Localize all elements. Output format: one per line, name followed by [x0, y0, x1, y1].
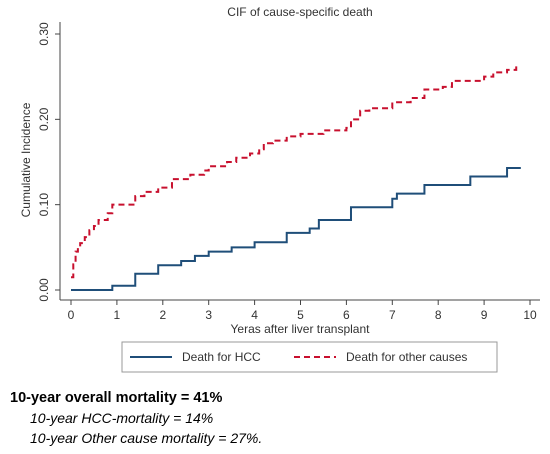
hcc-mortality-text: 10-year HCC-mortality = 14%	[30, 410, 214, 426]
y-axis-label: Cumulative Incidence	[19, 102, 33, 217]
chart-background	[0, 0, 550, 380]
x-axis-label: Yeras after liver transplant	[231, 322, 371, 336]
y-tick-label: 0.00	[37, 278, 51, 302]
mortality-summary: 10-year overall mortality = 41% 10-year …	[10, 388, 540, 448]
x-tick-label: 3	[205, 308, 212, 322]
y-tick-label: 0.10	[37, 193, 51, 217]
legend-label: Death for other causes	[346, 350, 467, 364]
overall-mortality-text: 10-year overall mortality = 41%	[10, 390, 223, 406]
x-tick-label: 4	[251, 308, 258, 322]
x-tick-label: 7	[389, 308, 396, 322]
y-tick-label: 0.20	[37, 107, 51, 131]
legend-label: Death for HCC	[182, 350, 261, 364]
cif-chart: CIF of cause-specific death 0.00 0.10 0.20…	[0, 0, 550, 380]
x-tick-label: 6	[343, 308, 350, 322]
x-tick-label: 8	[435, 308, 442, 322]
other-mortality-text: 10-year Other cause mortality = 27%.	[30, 430, 263, 446]
series-other-causes-line	[71, 63, 518, 279]
x-tick-label: 9	[481, 308, 488, 322]
x-tick-label: 10	[523, 308, 537, 322]
x-tick-label: 0	[68, 308, 75, 322]
legend: Death for HCC Death for other causes	[121, 341, 498, 373]
x-tick-label: 2	[159, 308, 166, 322]
series-hcc-line	[71, 166, 521, 291]
y-tick-label: 0.30	[37, 22, 51, 46]
x-axis: 0 1 2 3 4 5 6 7 8 9 10	[68, 300, 537, 322]
x-tick-label: 5	[297, 308, 304, 322]
chart-title: CIF of cause-specific death	[227, 5, 372, 19]
series-layer	[71, 63, 521, 291]
y-axis: 0.00 0.10 0.20 0.30	[37, 22, 60, 302]
x-tick-label: 1	[114, 308, 121, 322]
